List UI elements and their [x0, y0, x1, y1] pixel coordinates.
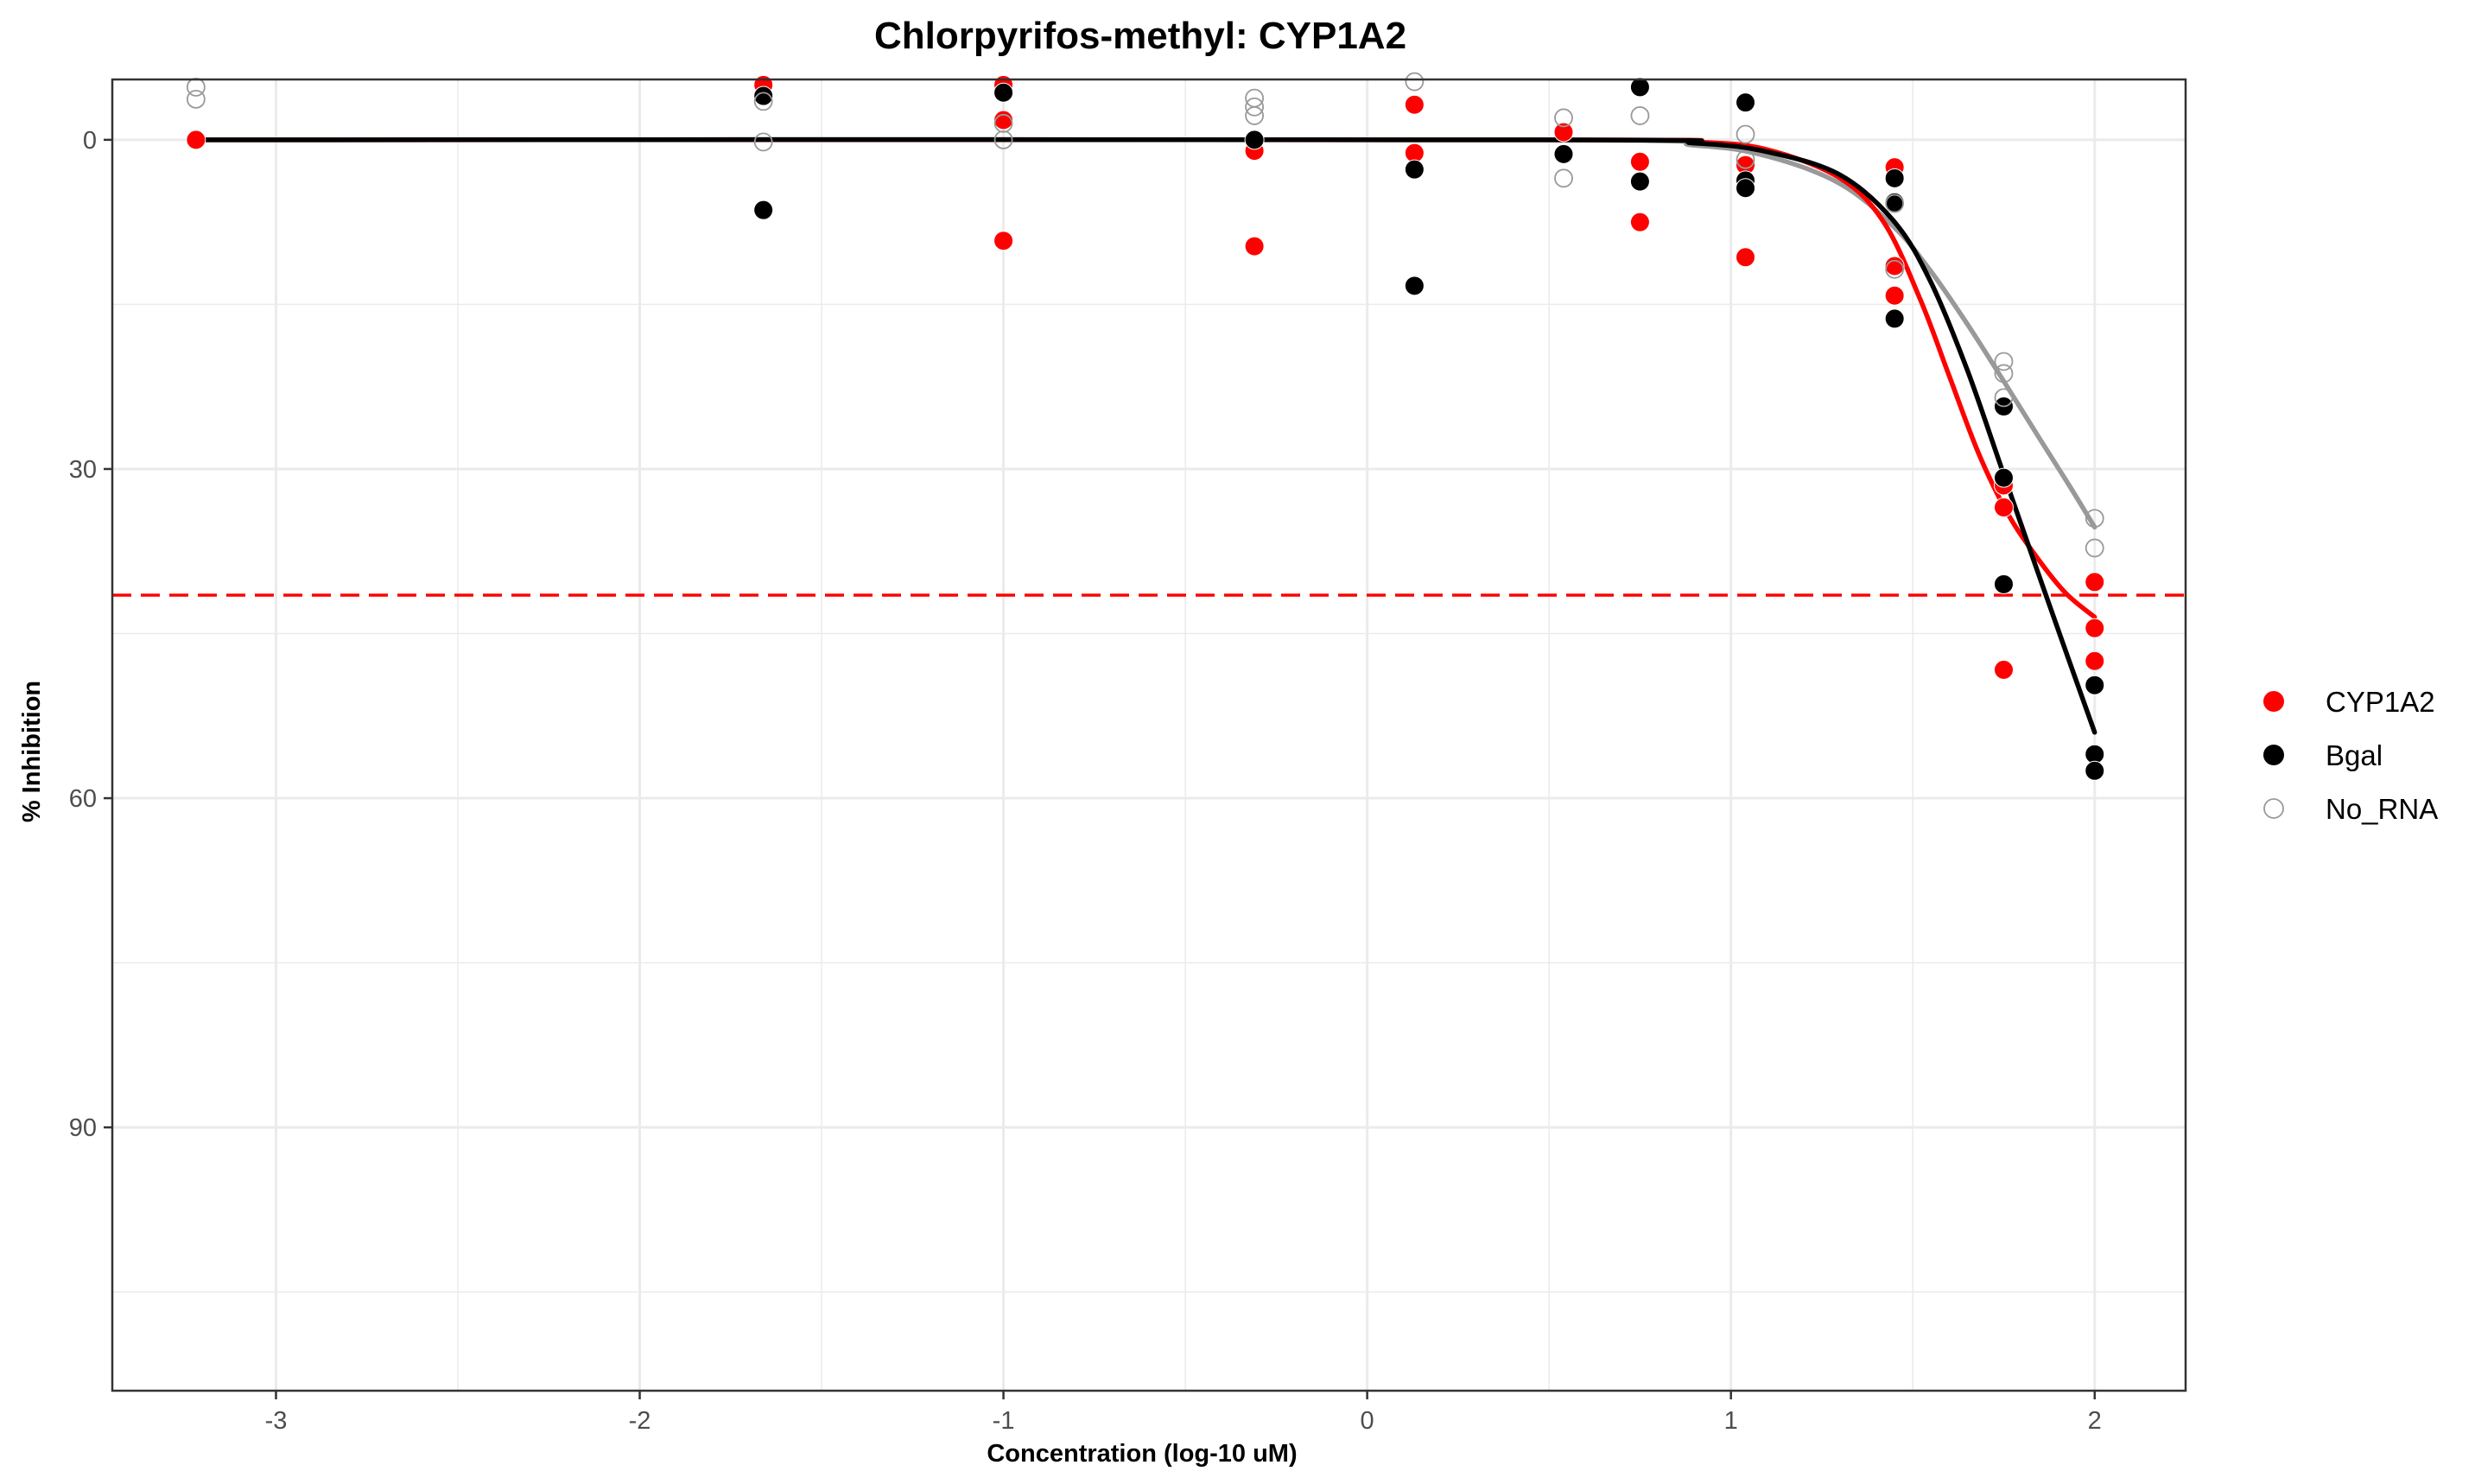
- cyp1a2-point: [2085, 650, 2105, 671]
- y-axis-ticks: 0 30 60 90: [69, 127, 112, 1142]
- bgal-point: [2085, 675, 2105, 695]
- data-points: [186, 72, 2105, 781]
- no-rna-point: [1736, 124, 1755, 144]
- bgal-point: [1736, 178, 1756, 199]
- no-rna-point: [993, 113, 1013, 133]
- bgal-point: [1993, 467, 2014, 488]
- no-rna-point: [1994, 364, 2014, 384]
- bgal-point: [1629, 77, 1650, 98]
- bgal-point: [1993, 574, 2014, 594]
- bgal-point: [1629, 171, 1650, 192]
- no-rna-point: [1736, 149, 1755, 169]
- no-rna-point: [1405, 72, 1425, 92]
- x-tick-label: 1: [1724, 1407, 1738, 1435]
- no-rna-point: [1554, 108, 1573, 128]
- bgal-point: [1553, 143, 1574, 164]
- cyp1a2-point: [1993, 659, 2014, 680]
- cyp1a2-point: [2085, 618, 2105, 638]
- bgal-point: [1884, 308, 1905, 329]
- bgal-point: [1884, 168, 1905, 188]
- no-rna-point: [1630, 106, 1650, 125]
- bgal-point: [2085, 760, 2105, 781]
- x-tick-label: -1: [993, 1407, 1015, 1435]
- x-axis-ticks: -3 -2 -1 0 1 2: [265, 1391, 2102, 1435]
- x-tick-label: -3: [265, 1407, 288, 1435]
- minor-gridlines: [112, 79, 2186, 1391]
- no-rna-point: [2085, 538, 2104, 558]
- legend-key-no-rna: [2263, 798, 2284, 819]
- y-axis-title: % Inhibition: [18, 681, 46, 822]
- bgal-point: [753, 200, 774, 220]
- no-rna-point: [1245, 106, 1265, 125]
- cyp1a2-point: [186, 130, 206, 150]
- cyp1a2-point: [1736, 247, 1756, 268]
- no-rna-point: [2085, 509, 2104, 529]
- no-rna-point: [753, 92, 773, 111]
- cyp1a2-point: [1884, 256, 1905, 276]
- x-tick-label: -2: [629, 1407, 651, 1435]
- y-tick-label: 30: [69, 456, 97, 484]
- no-rna-point: [1245, 97, 1265, 117]
- no-rna-point: [1885, 259, 1905, 279]
- cyp1a2-point: [1629, 151, 1650, 172]
- y-tick-label: 60: [69, 785, 97, 813]
- chart-title: Chlorpyrifos-methyl: CYP1A2: [874, 15, 1406, 57]
- x-tick-label: 2: [2088, 1407, 2102, 1435]
- legend-label-no-rna: No_RNA: [2326, 793, 2438, 825]
- cyp1a2-point: [1884, 285, 1905, 306]
- no-rna-point: [1994, 352, 2014, 371]
- bgal-point: [1736, 92, 1756, 113]
- x-tick-label: 0: [1361, 1407, 1374, 1435]
- legend-label-cyp1a2: CYP1A2: [2326, 686, 2435, 718]
- cyp1a2-point: [1993, 497, 2014, 517]
- panel-border: [111, 78, 2187, 1392]
- legend-label-bgal: Bgal: [2326, 739, 2383, 771]
- cyp1a2-point: [1404, 94, 1425, 115]
- legend: CYP1A2 Bgal No_RNA: [2263, 686, 2438, 825]
- no-rna-point: [753, 132, 773, 152]
- y-tick-label: 90: [69, 1114, 97, 1142]
- cyp1a2-point: [993, 110, 1014, 130]
- no-rna-point: [1885, 193, 1905, 213]
- legend-key-cyp1a2: [2263, 691, 2284, 712]
- bgal-point: [1404, 159, 1425, 180]
- x-axis-title: Concentration (log-10 uM): [987, 1440, 1297, 1468]
- cyp1a2-point: [1629, 212, 1650, 232]
- bgal-point: [1404, 276, 1425, 296]
- no-rna-point: [1994, 388, 2014, 408]
- legend-key-bgal: [2263, 745, 2284, 765]
- bgal-point: [993, 82, 1014, 103]
- bgal-fit-curve: [194, 136, 2097, 735]
- bgal-point: [1244, 130, 1265, 150]
- y-tick-label: 0: [83, 127, 97, 155]
- cyp1a2-point: [993, 231, 1014, 251]
- major-gridlines: [112, 79, 2186, 1391]
- cyp1a2-point: [2085, 572, 2105, 593]
- cyp1a2-point: [1244, 236, 1265, 257]
- bgal-point: [753, 86, 774, 106]
- no-rna-point: [1554, 168, 1573, 188]
- cyp1a2-point: [1553, 122, 1574, 143]
- no-rna-point: [993, 130, 1013, 149]
- no-rna-point: [186, 89, 206, 109]
